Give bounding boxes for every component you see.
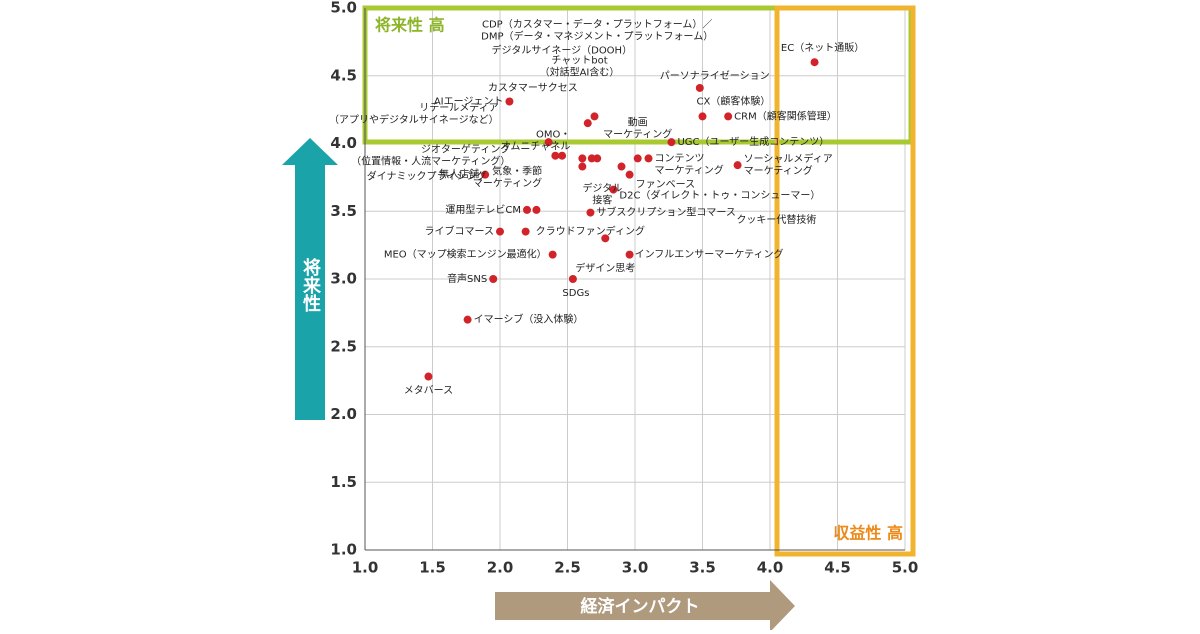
point [551, 151, 560, 160]
point [558, 151, 567, 160]
point-label: パーソナライゼーション [660, 70, 770, 82]
y-tick-label: 5.0 [330, 0, 357, 17]
point-label: クラウドファンディング [536, 225, 645, 238]
point-label: MEO（マップ検索エンジン最適化） [384, 248, 547, 261]
y-tick-label: 3.0 [330, 270, 357, 288]
point [548, 250, 557, 259]
point-label: ファンベース [636, 179, 696, 191]
point-label: クッキー代替技術 [736, 213, 816, 226]
point-label: リテールメディア（アプリやデジタルサイネージなど） [329, 101, 499, 126]
y-tick-label: 4.0 [330, 134, 357, 152]
x-tick-label: 5.0 [892, 559, 919, 577]
point [601, 234, 610, 243]
x-tick-label: 3.0 [622, 559, 649, 577]
point [505, 97, 514, 106]
point-label: CX（顧客体験） [697, 94, 771, 107]
point [695, 83, 704, 92]
y-tick-label: 4.5 [330, 66, 357, 84]
point-label: SDGs [562, 288, 589, 299]
point-label: 無人店舗 [439, 168, 479, 181]
y-axis-label: 将来性 [300, 257, 322, 313]
point [578, 162, 587, 171]
point [481, 170, 490, 179]
zone-top-label: 将来性 高 [375, 16, 445, 35]
point [633, 154, 642, 163]
point [463, 315, 472, 324]
point [644, 154, 653, 163]
x-tick-label: 1.5 [419, 559, 446, 577]
point [698, 112, 707, 121]
x-tick-label: 2.5 [554, 559, 581, 577]
point-label: AIエージェント [434, 96, 504, 107]
point-label: コンテンツマーケティング [655, 153, 724, 176]
point [523, 205, 531, 214]
point [625, 250, 634, 259]
point-label: デジタルサイネージ（DOOH） [492, 43, 633, 56]
x-axis-label: 経済インパクト [581, 596, 700, 617]
point-label: UGC（ユーザー生成コンテンツ） [677, 135, 829, 148]
point [532, 205, 541, 214]
zone-right [774, 5, 916, 557]
x-tick-label: 4.0 [757, 559, 784, 577]
point [609, 185, 618, 194]
point-label: インフルエンサーマーケティング [635, 248, 784, 261]
x-arrow [495, 580, 795, 632]
point-label: OMO・オムニチャネル [501, 129, 571, 152]
point-label: ダイナミックプライシング [367, 170, 487, 183]
point-label: CRM（顧客関係管理） [734, 109, 837, 122]
point [667, 138, 676, 147]
y-tick-label: 2.5 [330, 337, 357, 355]
point [733, 161, 742, 170]
point-label: 動画マーケティング [603, 115, 672, 140]
point [578, 154, 587, 163]
y-tick-label: 3.5 [330, 202, 357, 220]
point-label: D2C（ダイレクト・トゥ・コンシューマー） [619, 189, 820, 202]
point [496, 227, 504, 236]
point [583, 119, 592, 128]
point [424, 372, 433, 381]
point-label: 気象・季節マーケティング [473, 165, 542, 190]
point-label: ライブコマース [425, 225, 495, 238]
y-arrow [282, 138, 338, 420]
x-tick-label: 2.0 [487, 559, 514, 577]
x-tick-label: 3.5 [689, 559, 716, 577]
point [810, 58, 819, 67]
point [544, 138, 553, 147]
point-label: ジオターゲティング（位置情報・人流マーケティング） [351, 143, 510, 168]
x-tick-label: 1.0 [352, 559, 379, 577]
point-label: EC（ネット通販） [781, 42, 864, 54]
point [625, 170, 634, 179]
point [586, 208, 595, 217]
x-tick-label: 4.5 [824, 559, 851, 577]
point [489, 275, 498, 283]
y-tick-label: 1.0 [330, 541, 357, 559]
point-label: ソーシャルメディアマーケティング [744, 152, 833, 177]
point-label: デジタル接客 [582, 182, 622, 207]
point [590, 112, 599, 121]
point [521, 227, 530, 236]
point-label: 音声SNS [447, 272, 487, 285]
y-tick-label: 1.5 [330, 473, 357, 491]
zone-right-label: 収益性 高 [833, 524, 903, 543]
point-label: 運用型テレビCM [445, 203, 521, 216]
point-label: デザイン思考 [575, 261, 635, 274]
point [617, 162, 626, 171]
point [724, 112, 733, 121]
point-label: CDP（カスタマー・データ・プラットフォーム）／ DMP（データ・マネジメント・プ… [481, 17, 713, 42]
y-tick-label: 2.0 [330, 405, 357, 423]
point [587, 154, 596, 163]
point-label: メタバース [404, 385, 454, 397]
point-label: サブスクリプション型コマース [596, 206, 736, 219]
point [568, 275, 577, 283]
point-label: チャットbot （対話型AI含む） [540, 54, 620, 78]
point-label: カスタマーサクセス [488, 82, 578, 94]
point-label: イマーシブ（没入体験） [474, 313, 584, 326]
